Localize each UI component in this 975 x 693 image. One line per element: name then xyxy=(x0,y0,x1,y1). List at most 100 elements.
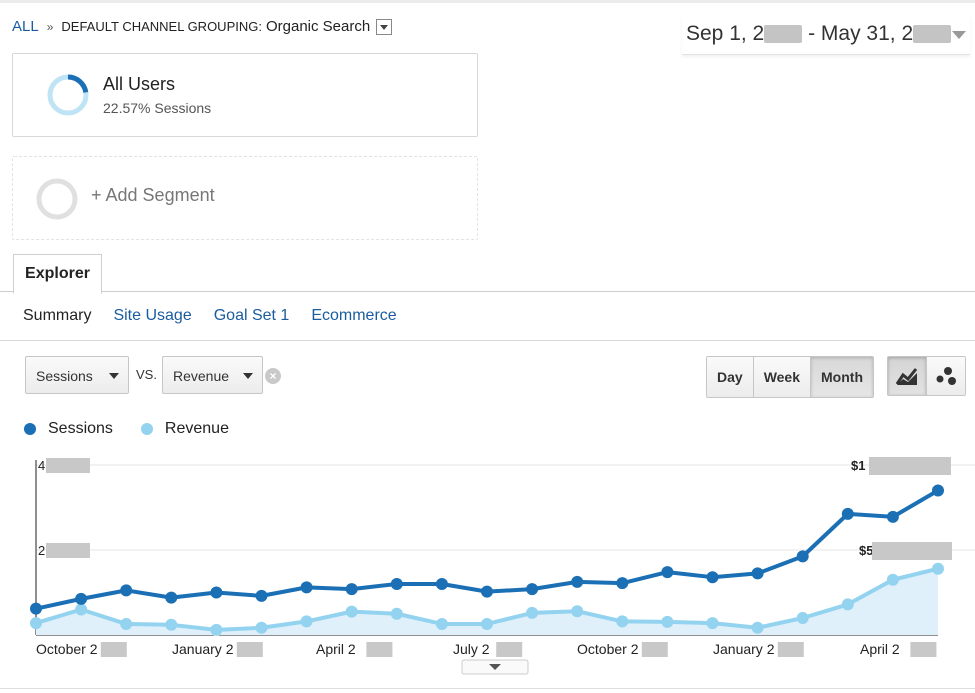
x-tick-label: January 2 xyxy=(713,641,775,657)
x-tick-label: July 2 xyxy=(453,641,490,657)
segment-title: All Users xyxy=(103,74,176,94)
line-chart-button[interactable] xyxy=(888,357,927,395)
revenue-point xyxy=(571,605,584,618)
secondary-metric-select[interactable]: Revenue xyxy=(162,356,263,394)
redacted-block xyxy=(641,642,668,657)
month-button[interactable]: Month xyxy=(811,357,873,397)
legend-item-sessions[interactable]: Sessions xyxy=(24,420,113,438)
x-tick-label: October 2 xyxy=(577,641,639,657)
segment-card-all-users[interactable]: All Users 22.57% Sessions xyxy=(12,53,478,137)
explorer-subtabs: Summary Site Usage Goal Set 1 Ecommerce xyxy=(23,307,397,325)
sessions-point xyxy=(435,578,448,590)
line-chart: 4 2 $1 $5 October 2 January 2 April 2 July 2 Oct… xyxy=(30,457,975,675)
y-right-tick-label: $1 xyxy=(851,458,865,473)
sessions-point xyxy=(526,583,539,596)
chevron-down-icon xyxy=(489,664,501,670)
chevron-down-icon xyxy=(952,31,966,39)
sessions-point xyxy=(255,589,268,602)
breadcrumb-all-link[interactable]: ALL xyxy=(12,18,39,35)
sessions-point xyxy=(886,510,899,523)
subtab-summary[interactable]: Summary xyxy=(23,307,92,324)
chevron-down-icon xyxy=(243,373,253,379)
sessions-point xyxy=(390,578,403,590)
top-border xyxy=(0,0,975,3)
date-range-separator: - xyxy=(808,22,816,45)
bottom-border xyxy=(0,688,975,689)
sessions-point xyxy=(571,575,584,588)
revenue-point xyxy=(751,621,764,634)
empty-segment-ring-icon xyxy=(36,178,78,220)
revenue-point xyxy=(75,603,88,616)
tab-bar-divider xyxy=(0,291,975,292)
chart-type-button-group xyxy=(887,356,966,396)
revenue-point xyxy=(165,618,178,631)
x-tick-label: April 2 xyxy=(860,641,900,657)
redacted-block xyxy=(869,457,951,475)
week-button[interactable]: Week xyxy=(753,357,812,397)
revenue-point xyxy=(435,617,448,630)
sessions-point xyxy=(120,584,133,597)
sessions-point xyxy=(30,602,42,615)
revenue-point xyxy=(390,607,403,620)
date-range-end: May 31, 2 xyxy=(820,22,914,45)
sessions-point xyxy=(661,566,674,579)
subtab-ecommerce[interactable]: Ecommerce xyxy=(311,307,397,324)
sessions-point xyxy=(841,507,854,520)
sessions-point xyxy=(751,567,764,580)
revenue-point xyxy=(255,621,268,634)
revenue-point xyxy=(210,623,223,636)
subtab-goal-set-1[interactable]: Goal Set 1 xyxy=(213,307,290,324)
granularity-button-group: Day Week Month xyxy=(706,356,874,398)
revenue-point xyxy=(886,573,899,586)
x-tick-label: April 2 xyxy=(316,641,356,657)
y-left-tick-label: 4 xyxy=(38,458,45,473)
sessions-point xyxy=(706,571,719,584)
redacted-block xyxy=(913,25,952,44)
redacted-block xyxy=(910,642,937,657)
x-tick-label: October 2 xyxy=(36,641,98,657)
revenue-point xyxy=(345,605,358,618)
legend-sessions-swatch xyxy=(24,423,36,435)
redacted-block xyxy=(46,458,90,473)
subtab-site-usage[interactable]: Site Usage xyxy=(113,307,192,324)
segment-subtitle: 22.57% Sessions xyxy=(103,100,212,116)
revenue-point xyxy=(841,598,854,611)
segment-donut-icon xyxy=(47,74,89,116)
breadcrumb: ALL » DEFAULT CHANNEL GROUPING: Organic … xyxy=(12,18,393,35)
vs-label: VS. xyxy=(136,367,157,382)
sessions-point xyxy=(932,484,944,497)
redacted-block xyxy=(777,642,804,657)
revenue-point xyxy=(616,615,629,628)
x-tick-label: January 2 xyxy=(172,641,234,657)
redacted-block xyxy=(496,642,523,657)
motion-chart-button[interactable] xyxy=(927,357,965,395)
chevron-down-icon[interactable] xyxy=(376,18,393,35)
sessions-point xyxy=(75,592,88,605)
breadcrumb-separator: » xyxy=(46,19,54,34)
section-divider xyxy=(0,340,975,341)
tab-explorer[interactable]: Explorer xyxy=(13,254,102,294)
revenue-point xyxy=(661,615,674,628)
revenue-point xyxy=(932,562,944,575)
redacted-block xyxy=(100,642,127,657)
remove-metric-close-icon[interactable]: × xyxy=(265,368,281,384)
date-range-picker[interactable]: Sep 1, 2 - May 31, 2 xyxy=(682,16,970,55)
breadcrumb-dimension-label: DEFAULT CHANNEL GROUPING: xyxy=(61,19,262,34)
revenue-point xyxy=(30,617,42,630)
day-button[interactable]: Day xyxy=(707,357,754,397)
line-chart-icon xyxy=(896,368,918,385)
legend-item-revenue[interactable]: Revenue xyxy=(140,420,229,438)
chart-legend: Sessions Revenue xyxy=(24,420,229,438)
add-segment-label: + Add Segment xyxy=(91,185,215,205)
revenue-point xyxy=(300,615,313,628)
primary-metric-label: Sessions xyxy=(36,368,93,384)
redacted-block xyxy=(872,542,952,560)
redacted-block xyxy=(46,543,90,558)
legend-sessions-label: Sessions xyxy=(48,420,113,437)
sessions-point xyxy=(796,550,809,563)
add-segment-button[interactable]: + Add Segment xyxy=(12,156,478,240)
sessions-point xyxy=(616,577,629,590)
sessions-point xyxy=(300,581,313,594)
y-left-tick-label: 2 xyxy=(38,543,45,558)
primary-metric-select[interactable]: Sessions xyxy=(25,356,129,394)
